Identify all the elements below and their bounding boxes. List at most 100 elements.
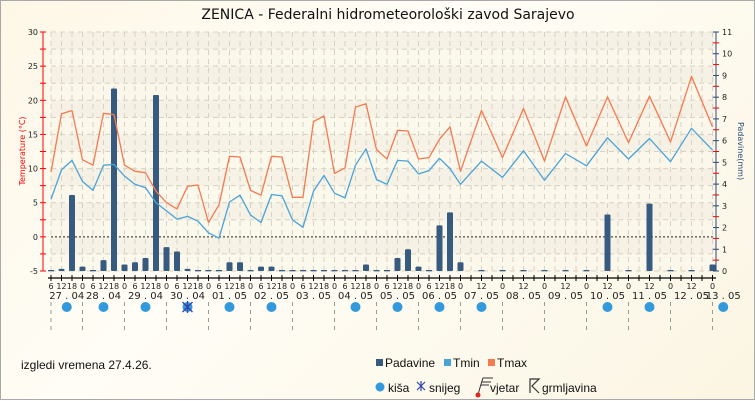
precip-bar [363,264,369,271]
precip-bar [562,270,569,272]
left-tick-label: 30 [28,28,38,37]
right-tick-label: 11 [722,28,732,37]
x-hour-label: 12 [434,282,444,291]
grid-band [51,49,714,67]
precip-bar [426,270,432,272]
legend-tmax: Tmax [497,356,527,370]
x-hour-label: 0 [248,282,253,291]
x-hour-label: 0 [542,282,547,291]
grid-band [51,253,714,271]
precip-bar [174,251,180,271]
legend-swatch-tmin [444,359,451,366]
grid-band [51,151,714,169]
left-tick-label: 15 [28,130,38,139]
x-day-label: 04 . 05 [338,291,373,302]
precip-bar [709,264,716,271]
right-tick-label: 1 [722,245,727,254]
x-hour-label: 0 [122,282,127,291]
x-hour-label: 0 [164,282,169,291]
chart-title: ZENICA - Federalni hidrometeorološki zav… [201,7,574,23]
precip-bar [478,270,485,272]
x-hour-label: 0 [206,282,211,291]
x-hour-label: 12 [56,282,66,291]
precip-bar [625,270,632,272]
legend-grmljavina: grmljavina [542,381,597,395]
left-tick-label: 20 [28,96,38,105]
x-day-label: 13 . 05 [706,291,741,302]
precip-bar [310,270,317,272]
x-day-label: 01 . 05 [212,291,247,302]
precip-bar [604,214,611,271]
tmax-line [50,75,714,224]
right-tick-label: 6 [722,137,727,146]
x-hour-label: 18 [277,282,287,291]
legend-padavine: Padavine [385,356,435,370]
legend: Padavine Tmin Tmax kiša snijeg vjetar gr… [375,356,597,398]
rain-icon [140,302,151,312]
precip-bar [184,268,191,271]
legend-swatch-padavine [376,359,383,366]
legend-kisa: kiša [388,381,410,395]
grid-band [51,236,714,254]
left-tick-label: 10 [28,165,38,174]
precip-bar [342,270,348,272]
precip-bar [237,262,243,271]
grid-band [51,66,714,84]
x-day-label: 09 . 05 [548,291,583,302]
rain-icon [224,302,235,312]
x-day-label: 11 . 05 [632,291,667,302]
x-hour-label: 6 [426,282,431,291]
x-hour-label: 12 [560,282,570,291]
rain-icon [61,302,72,312]
wind-icon [475,377,493,398]
x-day-label: 03 . 05 [296,291,331,302]
grid-band [51,83,714,101]
left-tick-label: 0 [33,233,38,242]
x-hour-label: 12 [518,282,528,291]
precip-bar [163,247,170,271]
x-hour-label: 6 [258,282,263,291]
precip-bar [499,270,506,272]
x-day-label: 10 . 05 [590,291,625,302]
precip-bar [205,270,212,272]
precip-bar [268,266,275,271]
x-day-label: 30 . 04 [170,291,205,302]
snow-icon [182,301,193,313]
x-hour-label: 12 [602,282,612,291]
rain-icon [644,302,655,312]
x-hour-label: 6 [300,282,305,291]
x-hour-label: 18 [151,282,161,291]
precip-bar [226,262,233,271]
x-hour-label: 6 [132,282,137,291]
x-hour-label: 0 [374,282,379,291]
precip-bar [79,266,86,271]
right-tick-label: 3 [722,202,727,211]
x-hour-label: 18 [193,282,203,291]
x-hour-label: 12 [350,282,360,291]
x-hour-label: 6 [174,282,179,291]
left-axis-label: Temperature (°C) [18,116,27,186]
x-hour-label: 6 [384,282,389,291]
x-hour-label: 0 [458,282,463,291]
rain-icon [434,302,445,312]
legend-tmin: Tmin [453,356,480,370]
precip-bar [153,95,159,271]
left-tick-label: 5 [33,199,38,208]
legend-snijeg: snijeg [429,381,460,395]
x-hour-label: 18 [361,282,371,291]
precip-bar [415,266,422,271]
precip-bar [300,270,306,272]
right-tick-label: 5 [722,158,727,167]
x-hour-label: 0 [80,282,85,291]
x-hour-label: 0 [290,282,295,291]
rain-icon [718,302,729,312]
precip-bar [384,270,390,272]
x-hour-label: 12 [308,282,318,291]
precip-bar [321,270,327,272]
precip-bar [457,262,464,271]
precip-bar [373,270,380,272]
x-hour-label: 12 [140,282,150,291]
x-hour-label: 18 [445,282,455,291]
precip-bar [100,260,107,271]
